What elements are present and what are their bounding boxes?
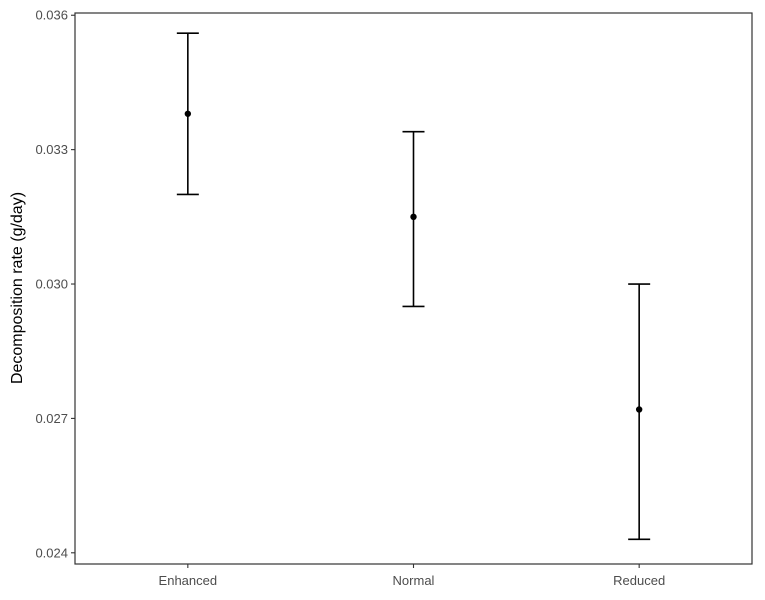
y-axis-title: Decomposition rate (g/day) [9,192,26,384]
data-marks [176,32,651,541]
y-tick-label: 0.027 [35,411,68,426]
error-bar-enhanced [176,32,199,196]
x-tick-label: Reduced [613,573,665,588]
x-tick-label: Enhanced [159,573,218,588]
error-bar-reduced [628,283,651,541]
y-tick-label: 0.024 [35,545,68,560]
mean-point [410,213,417,221]
x-tick-label: Normal [393,573,435,588]
error-bar-normal [402,130,425,308]
mean-point [184,110,192,117]
x-axis: Enhanced Normal Reduced [159,564,665,588]
y-tick-label: 0.033 [35,142,68,157]
y-tick-label: 0.030 [35,277,68,292]
y-tick-label: 0.036 [35,8,68,23]
mean-point [635,406,643,413]
y-axis: 0.024 0.027 0.030 0.033 0.036 [35,8,75,560]
